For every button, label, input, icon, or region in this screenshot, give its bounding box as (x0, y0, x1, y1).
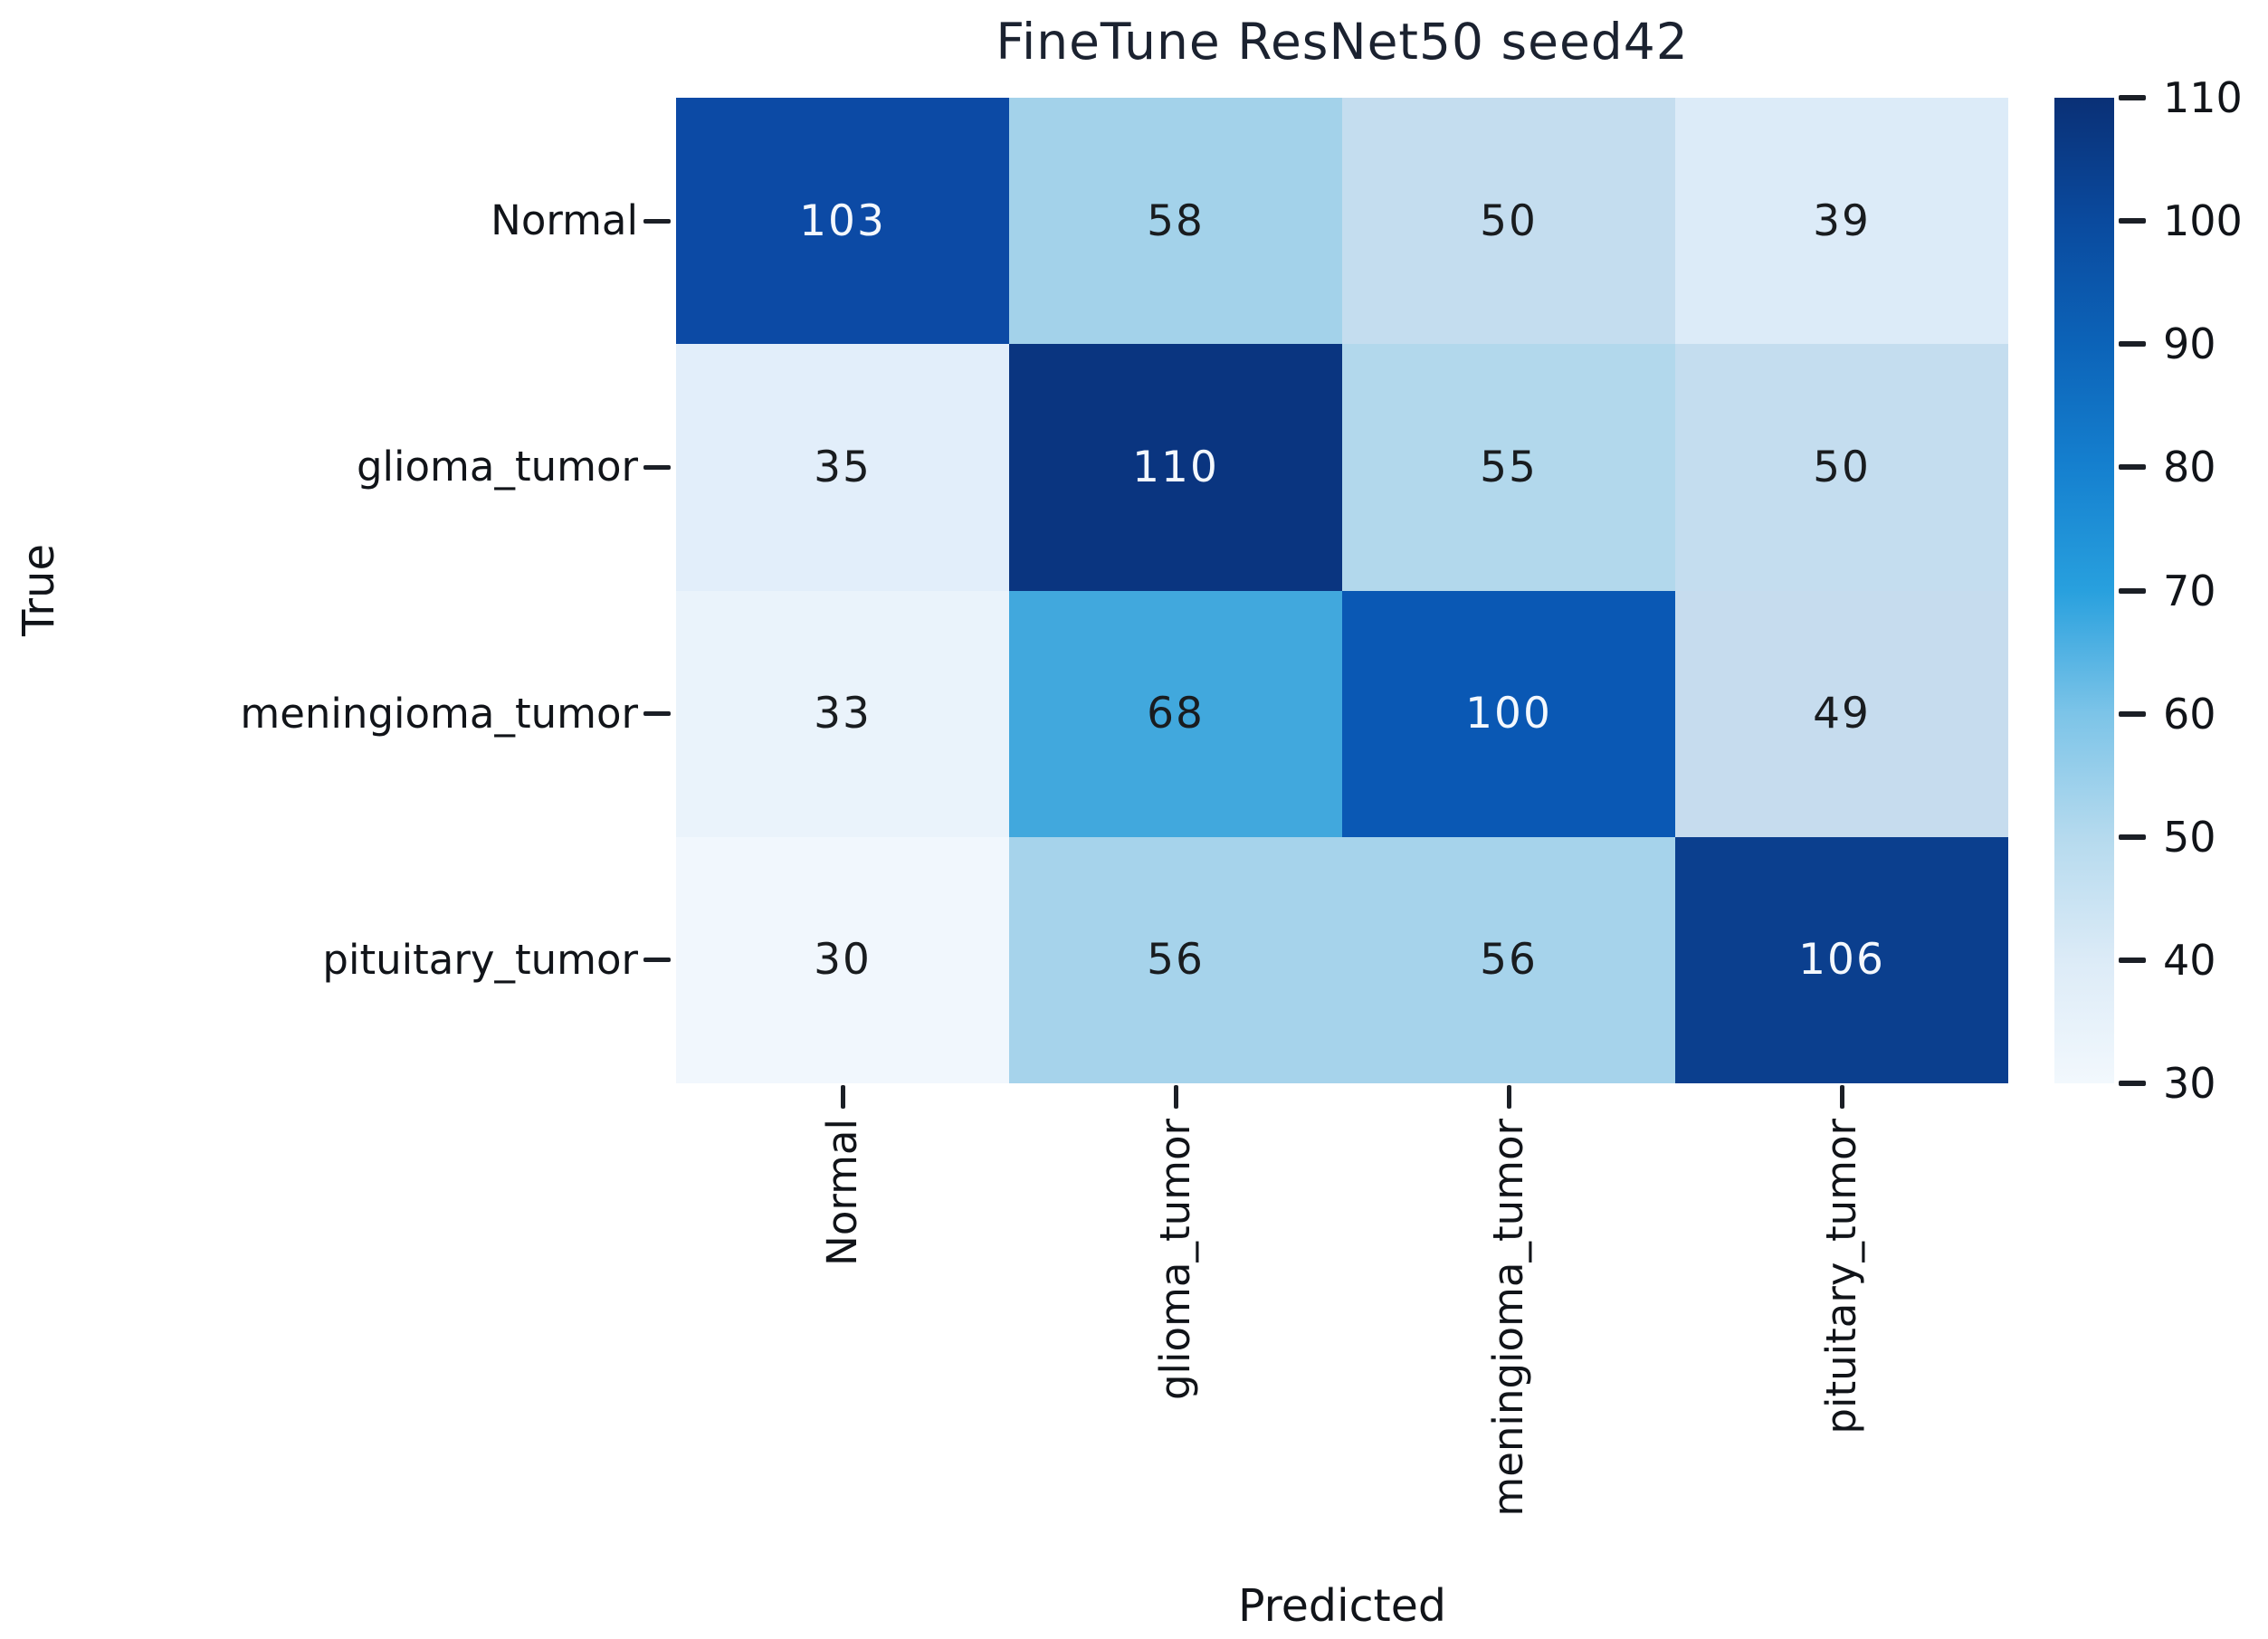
cell-value: 30 (814, 935, 872, 986)
y-tick-mark (643, 958, 671, 963)
x-tick-mark (840, 1085, 845, 1109)
x-tick-label: pituitary_tumor (1817, 1119, 1865, 1434)
colorbar-tick-mark (2119, 834, 2146, 840)
y-tick-mark (643, 464, 671, 470)
y-tick-label: meningioma_tumor (240, 689, 638, 738)
cell-value: 35 (814, 442, 872, 492)
colorbar-tick-mark (2119, 341, 2146, 348)
cell-value: 100 (1465, 689, 1552, 739)
heatmap-cell: 68 (1009, 590, 1342, 837)
colorbar-tick-label: 30 (2163, 1059, 2216, 1108)
colorbar-tick-mark (2119, 587, 2146, 594)
colorbar-tick-label: 80 (2163, 443, 2216, 492)
cell-value: 39 (1813, 195, 1871, 246)
cell-value: 56 (1480, 935, 1538, 986)
colorbar-tick-mark (2119, 957, 2146, 963)
cell-value: 55 (1480, 442, 1538, 492)
heatmap-cell: 106 (1675, 836, 2008, 1083)
heatmap-cell: 55 (1342, 344, 1675, 591)
x-tick-label: glioma_tumor (1151, 1119, 1199, 1401)
y-tick-label: pituitary_tumor (322, 935, 638, 984)
colorbar-tick-label: 70 (2163, 566, 2216, 615)
cell-value: 58 (1147, 195, 1205, 246)
heatmap-cell: 35 (676, 344, 1009, 591)
colorbar-tick-label: 100 (2163, 196, 2243, 246)
colorbar-tick-label: 90 (2163, 319, 2216, 369)
colorbar-tick-label: 110 (2163, 73, 2243, 122)
cell-value: 33 (814, 689, 872, 739)
heatmap-cell: 58 (1009, 98, 1342, 345)
cell-value: 49 (1813, 689, 1871, 739)
x-tick-label: meningioma_tumor (1484, 1119, 1532, 1517)
heatmap-cell: 56 (1342, 836, 1675, 1083)
heatmap-grid: 103 58 50 39 35 110 55 50 33 68 100 49 30 56 56 106 (676, 98, 2008, 1083)
heatmap-cell: 49 (1675, 590, 2008, 837)
cell-value: 68 (1147, 689, 1205, 739)
x-tick-label: Normal (818, 1119, 866, 1266)
cell-value: 103 (799, 195, 886, 246)
chart-title: FineTune ResNet50 seed42 (996, 13, 1689, 71)
colorbar-tick-label: 40 (2163, 935, 2216, 985)
colorbar-tick-mark (2119, 464, 2146, 471)
heatmap-cell: 103 (676, 98, 1009, 345)
colorbar-tick-mark (2119, 1081, 2146, 1086)
cell-value: 50 (1480, 195, 1538, 246)
x-axis-label: Predicted (1237, 1580, 1447, 1632)
cell-value: 110 (1132, 442, 1219, 492)
heatmap-cell: 33 (676, 590, 1009, 837)
colorbar-tick-mark (2119, 218, 2146, 224)
x-tick-mark (1506, 1085, 1511, 1109)
heatmap-cell: 50 (1342, 98, 1675, 345)
y-tick-label: Normal (491, 196, 638, 245)
cell-value: 56 (1147, 935, 1205, 986)
x-tick-mark (1173, 1085, 1178, 1109)
heatmap-cell: 39 (1675, 98, 2008, 345)
y-axis-label: True (14, 544, 64, 636)
heatmap-cell: 50 (1675, 344, 2008, 591)
colorbar-tick-label: 60 (2163, 689, 2216, 739)
heatmap-cell: 56 (1009, 836, 1342, 1083)
y-tick-label: glioma_tumor (356, 443, 638, 491)
y-tick-mark (643, 218, 671, 224)
colorbar-tick-mark (2119, 95, 2146, 100)
colorbar-tick-label: 50 (2163, 812, 2216, 862)
cell-value: 50 (1813, 442, 1871, 492)
x-tick-mark (1839, 1085, 1844, 1109)
heatmap-cell: 100 (1342, 590, 1675, 837)
colorbar-tick-mark (2119, 710, 2146, 717)
heatmap-cell: 30 (676, 836, 1009, 1083)
colorbar-gradient (2054, 98, 2114, 1083)
cell-value: 106 (1798, 935, 1885, 986)
heatmap-cell: 110 (1009, 344, 1342, 591)
y-tick-mark (643, 711, 671, 717)
